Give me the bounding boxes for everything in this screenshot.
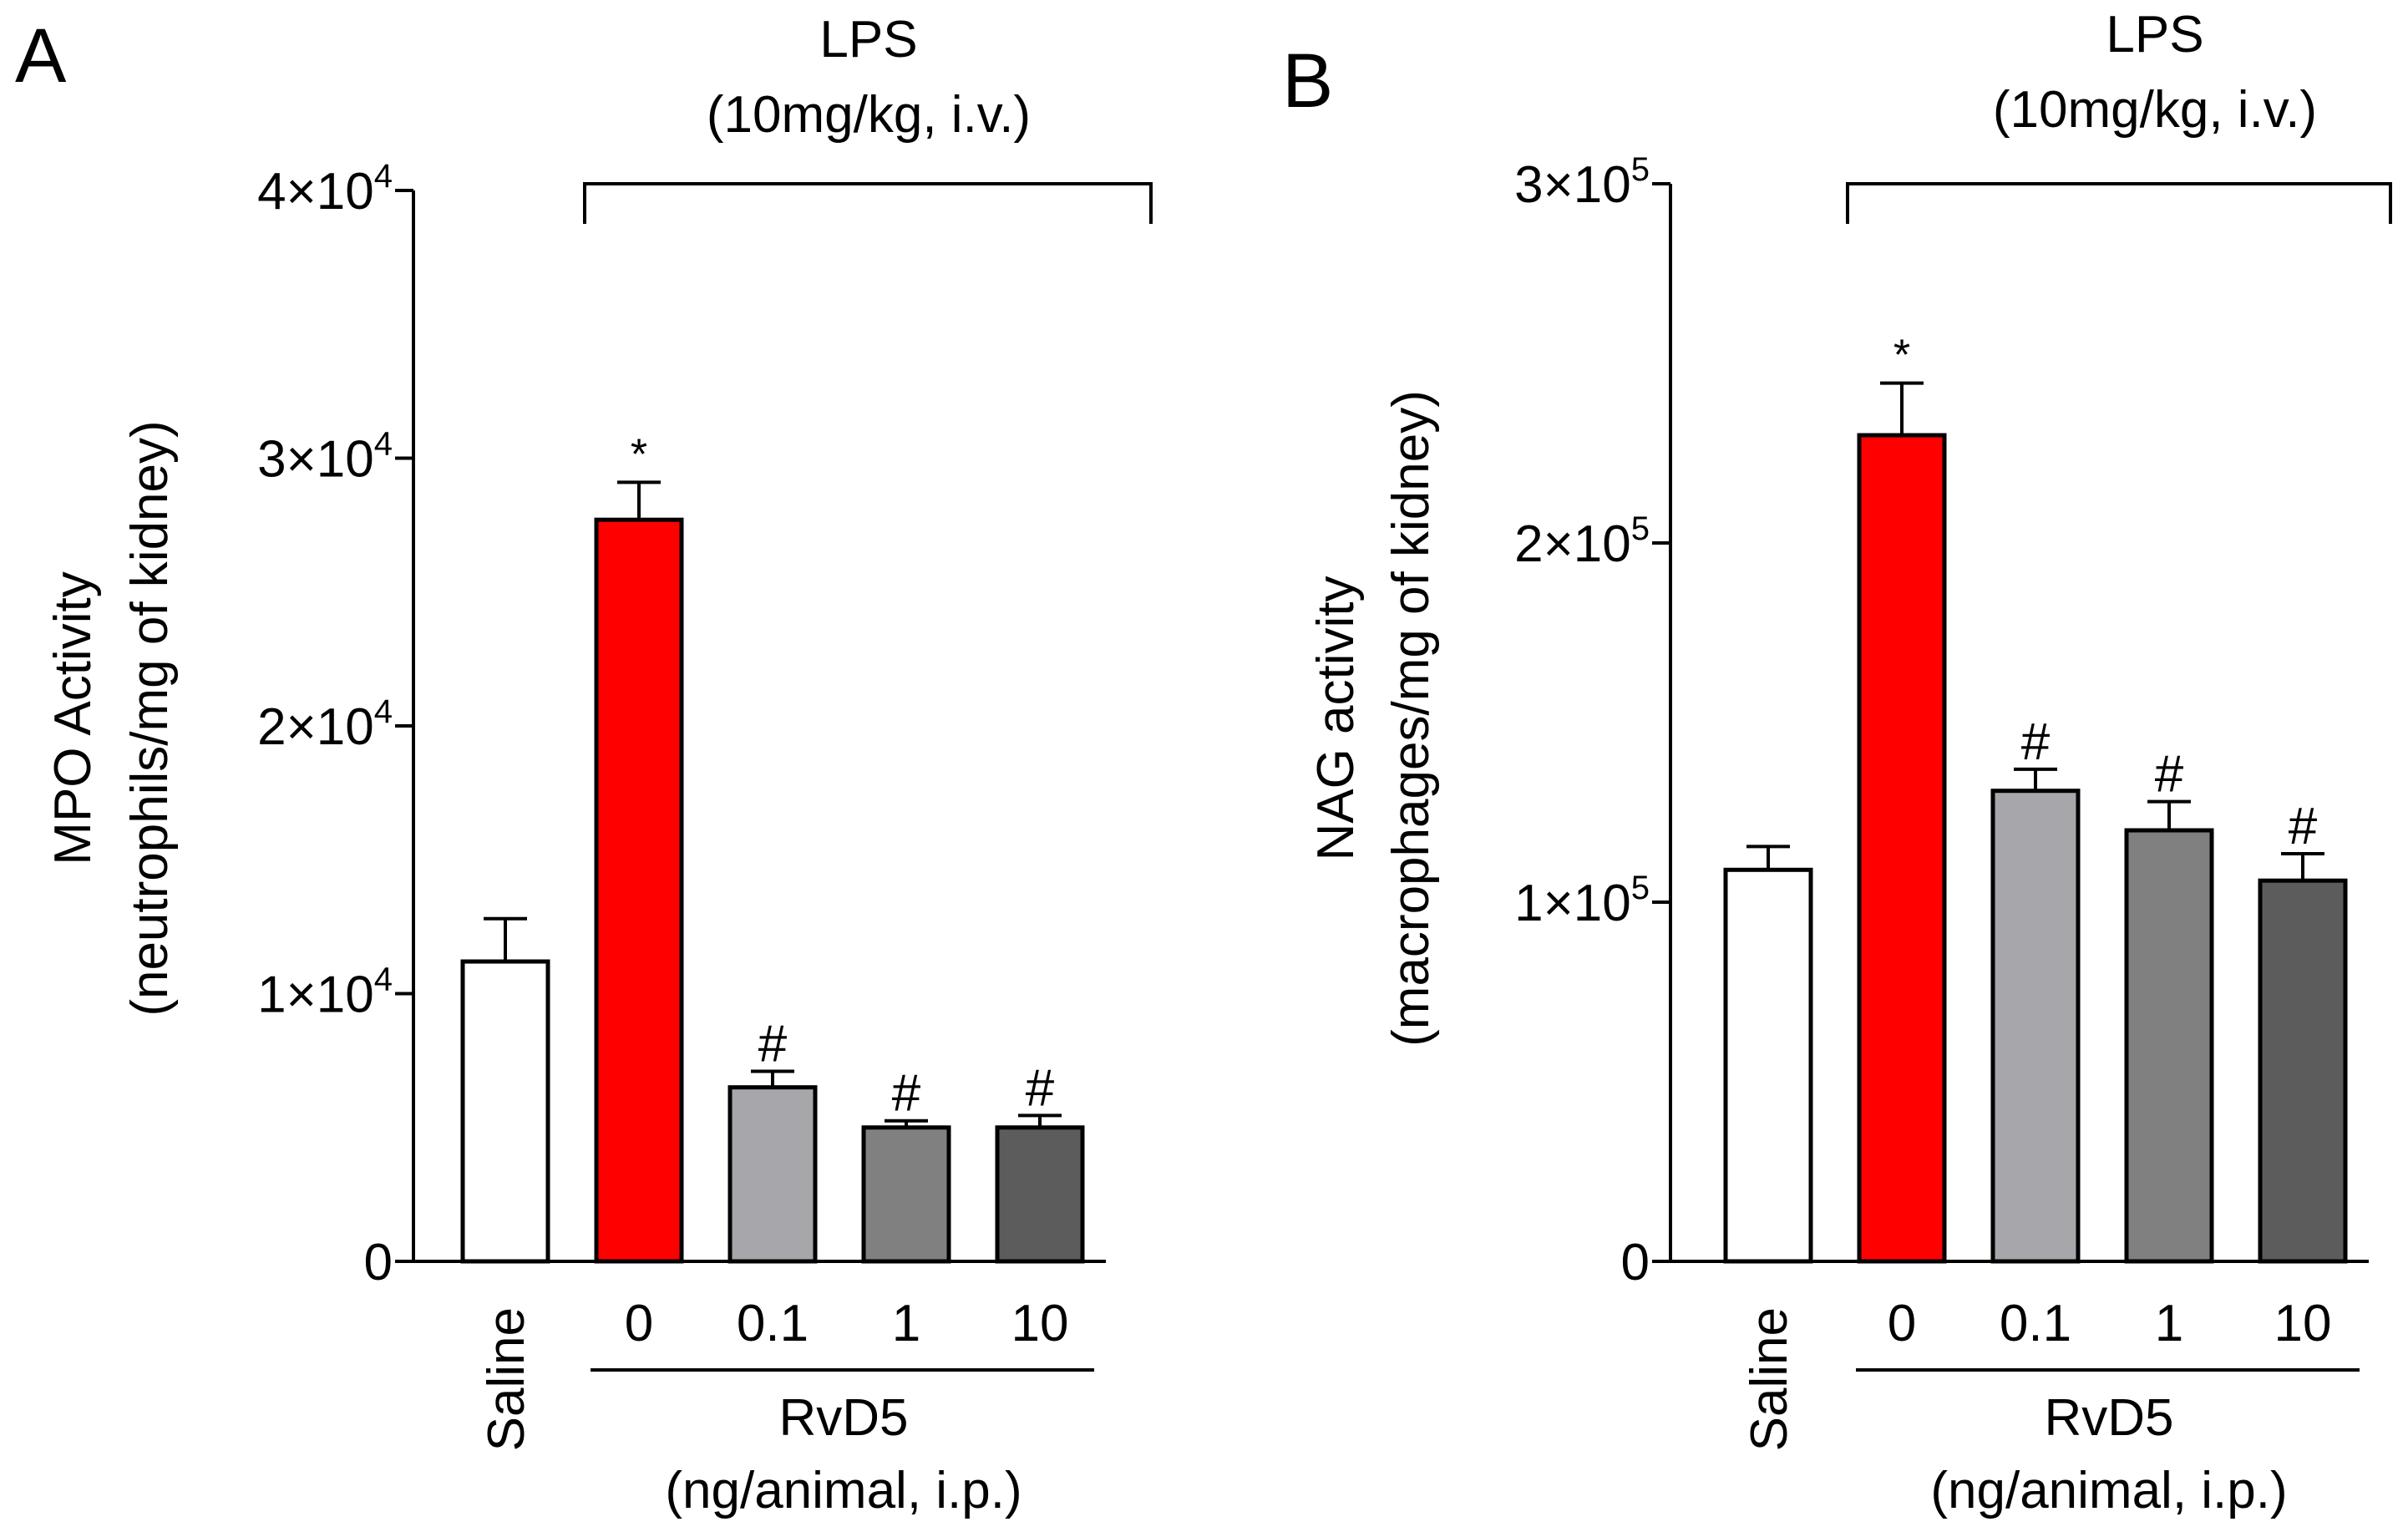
bar-3	[861, 1125, 951, 1264]
bar-4	[995, 1125, 1085, 1264]
y-tick-exponent: 5	[1631, 510, 1650, 547]
y-tick-base: 4×10	[257, 163, 374, 221]
rvd5-label: RvD5	[2044, 1389, 2173, 1447]
x-tick-label: 0.1	[737, 1295, 809, 1352]
y-tick-base: 2×10	[1514, 515, 1631, 573]
lps-label: LPS	[819, 11, 917, 68]
y-tick-exponent: 4	[374, 158, 393, 195]
y-axis-subtitle: (macrophages/mg of kidney)	[1382, 390, 1440, 1047]
bar-0	[460, 959, 550, 1264]
y-tick-base: 1×10	[1514, 875, 1631, 932]
y-tick-base: 0	[1621, 1234, 1650, 1291]
y-tick-base: 3×10	[257, 431, 374, 489]
y-tick-label: 0	[1621, 1234, 1650, 1291]
y-tick-label: 0	[364, 1234, 393, 1291]
y-tick-base: 3×10	[1514, 156, 1631, 214]
significance-star: *	[1893, 332, 1910, 380]
bar-1	[594, 517, 684, 1264]
y-tick-base: 1×10	[257, 966, 374, 1024]
rvd5-dose-label: (ng/animal, i.p.)	[665, 1462, 1021, 1519]
y-tick-exponent: 5	[1631, 151, 1650, 188]
y-tick-label: 2×104	[257, 693, 393, 756]
bar-1	[1857, 433, 1947, 1264]
lps-dose-label: (10mg/kg, i.v.)	[707, 86, 1031, 144]
lps-bracket	[583, 182, 1153, 224]
lps-bracket	[1846, 182, 2392, 224]
y-tick-label: 1×105	[1514, 870, 1650, 932]
y-tick-exponent: 5	[1631, 870, 1650, 906]
y-tick-exponent: 4	[374, 426, 393, 463]
bar-3	[2124, 828, 2214, 1264]
y-tick-base: 2×10	[257, 698, 374, 756]
significance-hash: #	[2155, 746, 2184, 804]
y-tick-exponent: 4	[374, 693, 393, 730]
y-tick-label: 1×104	[257, 961, 393, 1024]
significance-hash: #	[1026, 1059, 1055, 1117]
y-tick-label: 2×105	[1514, 510, 1650, 573]
rvd5-label: RvD5	[778, 1389, 908, 1447]
x-tick-label: 10	[2274, 1295, 2332, 1352]
y-axis-subtitle: (neutrophils/mg of kidney)	[121, 420, 179, 1016]
y-tick-label: 3×104	[257, 426, 393, 489]
x-tick-label: 1	[892, 1295, 920, 1352]
significance-hash: #	[892, 1065, 921, 1123]
x-tick-label: Saline	[1741, 1307, 1798, 1451]
y-tick-base: 0	[364, 1234, 393, 1291]
rvd5-dose-label: (ng/animal, i.p.)	[1930, 1462, 2287, 1519]
y-axis-title: MPO Activity	[44, 571, 102, 865]
bar-0	[1723, 867, 1813, 1264]
lps-label: LPS	[2106, 6, 2203, 63]
significance-hash: #	[2021, 713, 2051, 771]
x-tick-label: 1	[2155, 1295, 2183, 1352]
bar-2	[1990, 789, 2081, 1264]
x-tick-label: 0.1	[2000, 1295, 2071, 1352]
y-tick-label: 4×104	[257, 158, 393, 221]
bar-2	[727, 1085, 818, 1264]
bar-4	[2258, 878, 2348, 1264]
y-tick-label: 3×105	[1514, 151, 1650, 214]
x-tick-label: 0	[625, 1295, 653, 1352]
panel-label: B	[1282, 38, 1333, 124]
x-tick-label: Saline	[478, 1307, 535, 1451]
panel-label: A	[15, 13, 67, 99]
significance-hash: #	[758, 1015, 788, 1073]
y-tick-exponent: 4	[374, 961, 393, 998]
x-tick-label: 10	[1011, 1295, 1069, 1352]
significance-star: *	[631, 430, 647, 479]
significance-hash: #	[2289, 798, 2318, 855]
y-axis-title: NAG activity	[1307, 576, 1365, 860]
x-tick-label: 0	[1888, 1295, 1916, 1352]
lps-dose-label: (10mg/kg, i.v.)	[1993, 81, 2317, 139]
